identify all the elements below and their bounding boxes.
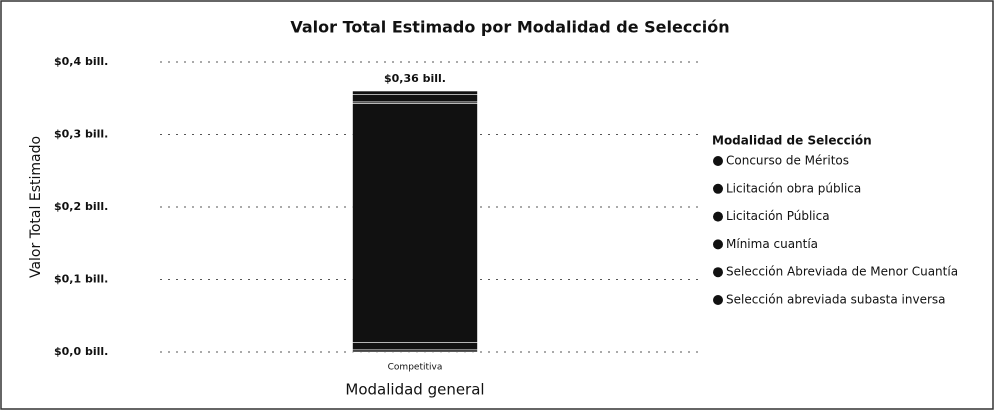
y-tick-label: $0,4 bill. — [54, 55, 108, 68]
x-axis-title: Modalidad general — [345, 381, 484, 399]
y-tick-label: $0,0 bill. — [54, 345, 108, 358]
legend-label: Selección Abreviada de Menor Cuantía — [726, 265, 958, 279]
legend-label: Licitación obra pública — [726, 181, 861, 195]
y-tick-label: $0,1 bill. — [54, 273, 108, 286]
y-axis-title: Valor Total Estimado — [28, 136, 44, 278]
legend-marker — [713, 267, 723, 278]
legend-title: Modalidad de Selección — [712, 134, 872, 148]
bar-segment — [352, 94, 478, 103]
legend-marker — [713, 239, 723, 250]
legend-marker — [713, 156, 723, 166]
x-tick-label: Competitiva — [388, 363, 443, 373]
legend-label: Selección abreviada subasta inversa — [726, 293, 946, 307]
legend-label: Concurso de Méritos — [726, 154, 849, 168]
bar-segment — [352, 103, 478, 343]
legend-label: Licitación Pública — [726, 209, 830, 223]
legend-marker — [713, 295, 723, 305]
y-tick-label: $0,3 bill. — [54, 128, 108, 141]
bar-segment — [352, 349, 478, 353]
legend-marker — [713, 183, 723, 194]
total-label: $0,36 bill. — [384, 72, 446, 85]
bar-segment — [352, 342, 478, 351]
legend-label: Mínima cuantía — [726, 237, 818, 251]
bar-segment — [352, 90, 478, 95]
legend-marker — [713, 211, 723, 222]
chart-title: Valor Total Estimado por Modalidad de Se… — [290, 18, 729, 37]
y-tick-label: $0,2 bill. — [54, 200, 108, 213]
